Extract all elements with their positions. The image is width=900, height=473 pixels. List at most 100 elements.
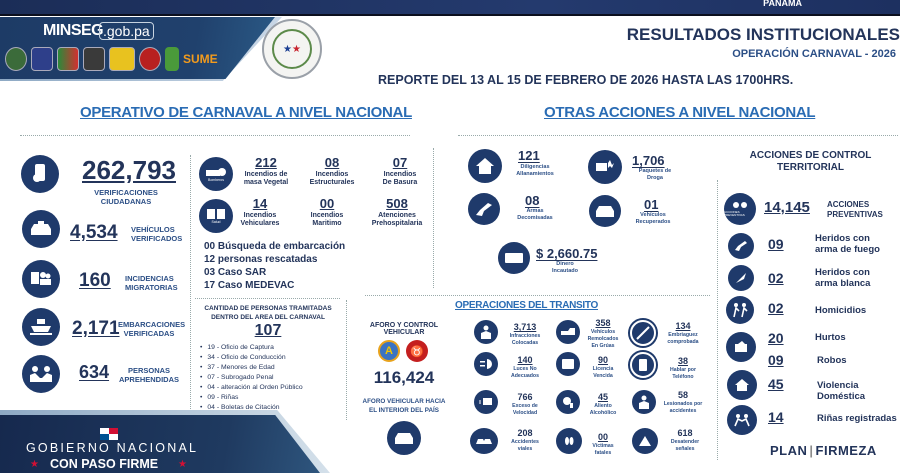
badge-icon: SUME	[183, 52, 218, 66]
agency-badges: SUME	[5, 47, 218, 71]
transit-value: 38	[677, 356, 688, 366]
section-title-operativo: OPERATIVO DE CARNAVAL A NIVEL NACIONAL	[80, 104, 412, 121]
firearm-icon	[728, 233, 754, 259]
seal-icon: ★ ★	[272, 29, 312, 69]
transit-value: 618	[677, 428, 693, 438]
officer-icon	[474, 320, 498, 344]
health-icon: Salud	[199, 199, 233, 233]
stat-label: Vehículos Recuperados	[635, 212, 671, 225]
house-search-icon	[468, 149, 502, 183]
car-crash-icon	[470, 428, 498, 454]
transit-value: 00	[597, 432, 608, 442]
money-icon	[498, 242, 530, 274]
list-item: 04 - Boletas de Citación	[200, 403, 303, 413]
police-car-icon	[22, 210, 60, 248]
car-icon	[589, 195, 621, 227]
gov-line-2: CON PASO FIRME	[50, 457, 159, 471]
control-value: 09	[768, 352, 784, 368]
control-label: Riñas registradas	[817, 413, 897, 424]
control-label: Heridos con arma blanca	[815, 267, 871, 289]
divider	[346, 300, 347, 420]
divider	[433, 148, 434, 288]
breathalyzer-icon	[556, 390, 580, 414]
control-value: 14	[768, 409, 784, 425]
traffic-sign-icon	[632, 428, 658, 454]
fight-icon	[727, 405, 757, 435]
transit-value: 766	[517, 392, 533, 402]
control-value: 02	[768, 300, 784, 316]
firefighters-icon: Bomberos	[199, 157, 233, 191]
control-label: ACCIONES PREVENTIVAS	[827, 200, 883, 219]
transit-label: Embriaguez comprobada	[667, 332, 699, 345]
speed-camera-icon	[474, 390, 498, 414]
license-icon	[556, 352, 580, 376]
brand-name: MINSEG	[43, 22, 104, 39]
transit-value: 58	[677, 390, 688, 400]
fire-stat-label: Incendios de masa Vegetal	[243, 171, 289, 186]
page-title: RESULTADOS INSTITUCIONALES	[626, 25, 900, 44]
transit-label: Vehículos Remolcados En Grúas	[587, 329, 619, 349]
persons-title: CANTIDAD DE PERSONAS TRAMITADAS DENTRO DE…	[204, 305, 332, 321]
stat-label: VEHÍCULOS VERIFICADOS	[131, 225, 183, 243]
car-icon	[387, 421, 421, 455]
transit-label: Exceso de Velocidad	[512, 403, 538, 416]
control-label: Homicidios	[815, 305, 867, 316]
transit-label: Luces No Adecuados	[511, 366, 539, 379]
list-item: 04 - alteración al Orden Público	[200, 383, 302, 393]
transit-value: 140	[517, 355, 533, 365]
gun-icon	[468, 193, 500, 225]
migration-icon	[22, 260, 60, 298]
list-item: 37 - Menores de Edad	[200, 363, 303, 373]
fire-stat-value: 212	[255, 155, 277, 170]
fire-stat-value: 08	[324, 155, 340, 170]
fire-stat-value: 14	[252, 196, 268, 211]
transit-label: Aliento Alcohólico	[589, 403, 617, 416]
stat-value: 08	[525, 193, 540, 208]
stat-value: 262,793	[82, 155, 176, 185]
stat-value: 160	[79, 270, 111, 291]
stat-label: Paquetes de Droga	[638, 168, 672, 181]
phone-check-icon	[21, 155, 59, 193]
aforo-label: AFORO VEHICULAR HACIA EL INTERIOR DEL PAÍ…	[362, 398, 446, 414]
drugs-icon	[588, 150, 622, 184]
stat-label: Armas Decomisadas	[517, 208, 553, 221]
stat-value: 01	[644, 197, 659, 212]
control-value: 02	[768, 270, 784, 286]
transit-label: Víctimas fatales	[592, 443, 614, 456]
ship-icon	[22, 308, 60, 346]
list-item: 09 - Riñas	[200, 393, 303, 403]
persons-total: 107	[254, 322, 282, 339]
control-label: Hurtos	[815, 332, 846, 343]
theft-icon	[726, 332, 756, 362]
domestic-violence-icon	[727, 370, 757, 400]
badge-icon	[57, 47, 79, 71]
control-label: Robos	[817, 355, 847, 366]
badge-icon	[31, 47, 53, 71]
stat-value: 634	[79, 362, 110, 382]
section-title-transito: OPERACIONES DEL TRANSITO	[455, 300, 599, 311]
fire-stat-label: Incendios De Basura	[382, 171, 418, 186]
list-item: 34 - Oficio de Conducción	[200, 353, 303, 363]
fire-stat-label: Incendios Maritimo	[310, 212, 344, 227]
transit-label: Licencia Vencida	[592, 366, 614, 379]
transit-value: 134	[675, 321, 691, 331]
star-icon: ★	[178, 459, 187, 470]
footer-banner	[0, 415, 320, 473]
rescue-list: 00 Búsqueda de embarcación 12 personas r…	[204, 241, 346, 291]
arrest-icon	[22, 355, 60, 393]
top-strip: PANAMÁ	[0, 0, 900, 16]
stat-value: $ 2,660.75	[536, 246, 598, 261]
stat-value: 121	[518, 148, 540, 163]
divider	[190, 155, 191, 415]
panama-flag-icon	[100, 428, 118, 440]
transit-label: Accidentes viales	[511, 439, 539, 452]
top-strip-text: PANAMÁ	[763, 0, 802, 6]
aforo-title: AFORO Y CONTROL VEHICULAR	[369, 322, 439, 336]
transit-label: Hablar por Teléfono	[670, 367, 696, 380]
fire-stat-value: 07	[392, 155, 408, 170]
sword-icon: |	[809, 443, 814, 458]
transit-label: Infracciones Colocadas	[509, 333, 541, 346]
stat-value: 1,706	[632, 153, 665, 168]
badge-icon	[109, 47, 135, 71]
section-title-otras: OTRAS ACCIONES A NIVEL NACIONAL	[544, 104, 816, 121]
